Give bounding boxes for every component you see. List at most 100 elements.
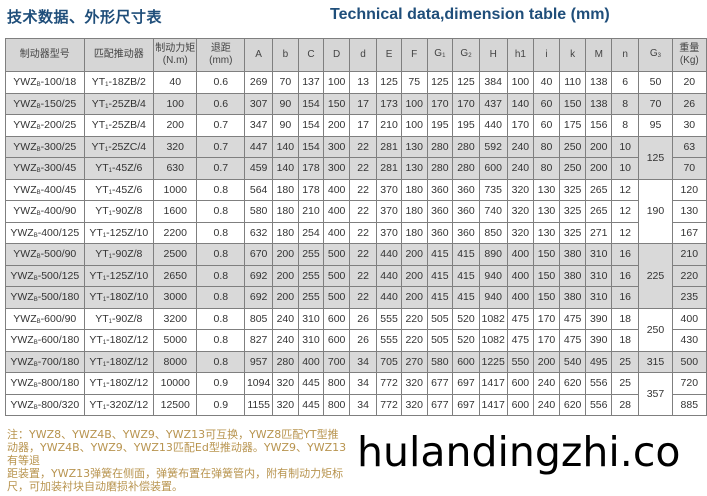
text-main: YWZ bbox=[13, 162, 37, 175]
cell-value: 370 bbox=[376, 178, 402, 201]
text-subscript: 1 bbox=[108, 189, 113, 196]
cell-value: 0.8 bbox=[196, 200, 246, 223]
text-subscript: B bbox=[36, 168, 41, 175]
text-suffix: -500/125 bbox=[37, 269, 80, 282]
cell-g3: 70 bbox=[638, 92, 673, 115]
cell-value: 90 bbox=[272, 114, 299, 137]
text-suffix: -125Z/10 bbox=[106, 226, 149, 239]
cell-value: 150 bbox=[558, 92, 587, 115]
text-main: YWZ bbox=[10, 226, 34, 239]
cell-value: 580 bbox=[426, 350, 454, 373]
cell-value: 100 bbox=[153, 92, 198, 115]
cell-value: 1417 bbox=[478, 393, 508, 416]
cell-value: 1094 bbox=[244, 372, 274, 395]
cell-value: 445 bbox=[297, 372, 325, 395]
cell-pusher: YT1-25ZB/4 bbox=[83, 92, 155, 115]
text-suffix: -700/180 bbox=[37, 355, 80, 368]
text-main: YT bbox=[89, 355, 103, 368]
table-row: YWZB-700/180 YT1-180Z/12 8000 0.8 957 280 400 7… bbox=[5, 350, 707, 373]
cell-value: 600 bbox=[323, 307, 350, 330]
cell-g3: 50 bbox=[638, 71, 673, 94]
cell-value: 150 bbox=[533, 243, 560, 266]
table-row: YWZB-200/25 YT1-25ZB/4 200 0.7 347 90 154 200 17… bbox=[5, 114, 707, 137]
cell-value: 700 bbox=[323, 350, 350, 373]
cell-value: 475 bbox=[506, 307, 535, 330]
cell-value: 320 bbox=[506, 178, 535, 201]
cell-value: 1600 bbox=[153, 200, 198, 223]
cell-value: 22 bbox=[348, 243, 378, 266]
cell-value: 170 bbox=[533, 329, 560, 352]
cell-value: 325 bbox=[558, 200, 587, 223]
cell-value: 360 bbox=[452, 221, 480, 244]
text-suffix: -300/45 bbox=[40, 162, 77, 175]
text-main: YWZ bbox=[13, 97, 37, 110]
cell-value: 255 bbox=[297, 243, 325, 266]
cell-value: 180 bbox=[400, 200, 428, 223]
cell-value: 80 bbox=[533, 157, 560, 180]
table-row: YWZB-300/45 YT1-45Z/6 630 0.7 459 140 178 300 22… bbox=[5, 157, 707, 180]
cell-value: 240 bbox=[506, 135, 535, 158]
cell-value: 138 bbox=[585, 92, 613, 115]
cell-value: 320 bbox=[153, 135, 198, 158]
text-subscript: 2 bbox=[468, 53, 472, 59]
cell-value: 400 bbox=[323, 200, 350, 223]
cell-value: 1155 bbox=[244, 393, 274, 416]
cell-value: 22 bbox=[348, 264, 378, 287]
cell-value: 940 bbox=[478, 264, 508, 287]
cell-value: 0.7 bbox=[196, 114, 246, 137]
column-header: b bbox=[272, 38, 299, 72]
cell-value: 26 bbox=[348, 329, 378, 352]
text-subscript: B bbox=[33, 340, 38, 347]
cell-value: 12 bbox=[611, 200, 640, 223]
text-subscript: 1 bbox=[108, 168, 113, 175]
text-main: G bbox=[434, 48, 443, 59]
cell-value: 150 bbox=[533, 286, 560, 309]
cell-weight: 30 bbox=[671, 114, 707, 137]
cell-value: 280 bbox=[426, 135, 454, 158]
cell-model: YWZB-300/45 bbox=[5, 157, 85, 180]
text-suffix: -150/25 bbox=[40, 97, 77, 110]
cell-value: 34 bbox=[348, 350, 378, 373]
cell-value: 140 bbox=[272, 135, 299, 158]
table-row: YWZB-500/180 YT1-180Z/10 3000 0.8 692 200 255 5… bbox=[5, 286, 707, 309]
text-subscript: 1 bbox=[102, 404, 107, 411]
cell-value: 200 bbox=[272, 264, 299, 287]
text-subscript: B bbox=[33, 297, 38, 304]
cell-value: 827 bbox=[244, 329, 274, 352]
cell-model: YWZB-400/90 bbox=[5, 200, 85, 223]
cell-weight: 70 bbox=[671, 157, 707, 180]
cell-value: 475 bbox=[506, 329, 535, 352]
cell-value: 0.8 bbox=[196, 307, 246, 330]
cell-value: 600 bbox=[506, 372, 535, 395]
cell-pusher: YT1-125Z/10 bbox=[83, 221, 155, 244]
text-subscript: 1 bbox=[102, 232, 107, 239]
cell-value: 195 bbox=[452, 114, 480, 137]
cell-value: 500 bbox=[323, 243, 350, 266]
cell-value: 125 bbox=[452, 71, 480, 94]
column-header: i bbox=[533, 38, 560, 72]
cell-value: 60 bbox=[533, 92, 560, 115]
cell-value: 90 bbox=[272, 92, 299, 115]
cell-value: 500 bbox=[323, 286, 350, 309]
cell-value: 281 bbox=[376, 157, 402, 180]
cell-value: 8000 bbox=[153, 350, 198, 373]
text-main: YWZ bbox=[10, 334, 34, 347]
text-subscript: B bbox=[36, 211, 41, 218]
cell-value: 200 bbox=[400, 264, 428, 287]
cell-pusher: YT1-180Z/12 bbox=[83, 350, 155, 373]
text-subscript: B bbox=[33, 361, 38, 368]
text-main: YWZ bbox=[10, 269, 34, 282]
notes-label: 注： bbox=[7, 428, 29, 441]
cell-pusher: YT1-45Z/6 bbox=[83, 178, 155, 201]
cell-value: 22 bbox=[348, 221, 378, 244]
cell-value: 670 bbox=[244, 243, 274, 266]
cell-value: 40 bbox=[153, 71, 198, 94]
cell-value: 8 bbox=[611, 92, 640, 115]
cell-value: 254 bbox=[297, 221, 325, 244]
text-main: YWZ bbox=[10, 355, 34, 368]
table-row: YWZB-600/90 YT1-90Z/8 3200 0.8 805 240 310 600 2… bbox=[5, 307, 707, 352]
cell-value: 520 bbox=[452, 329, 480, 352]
text-main: YT bbox=[95, 205, 109, 218]
cell-value: 250 bbox=[558, 157, 587, 180]
cell-value: 415 bbox=[426, 286, 454, 309]
